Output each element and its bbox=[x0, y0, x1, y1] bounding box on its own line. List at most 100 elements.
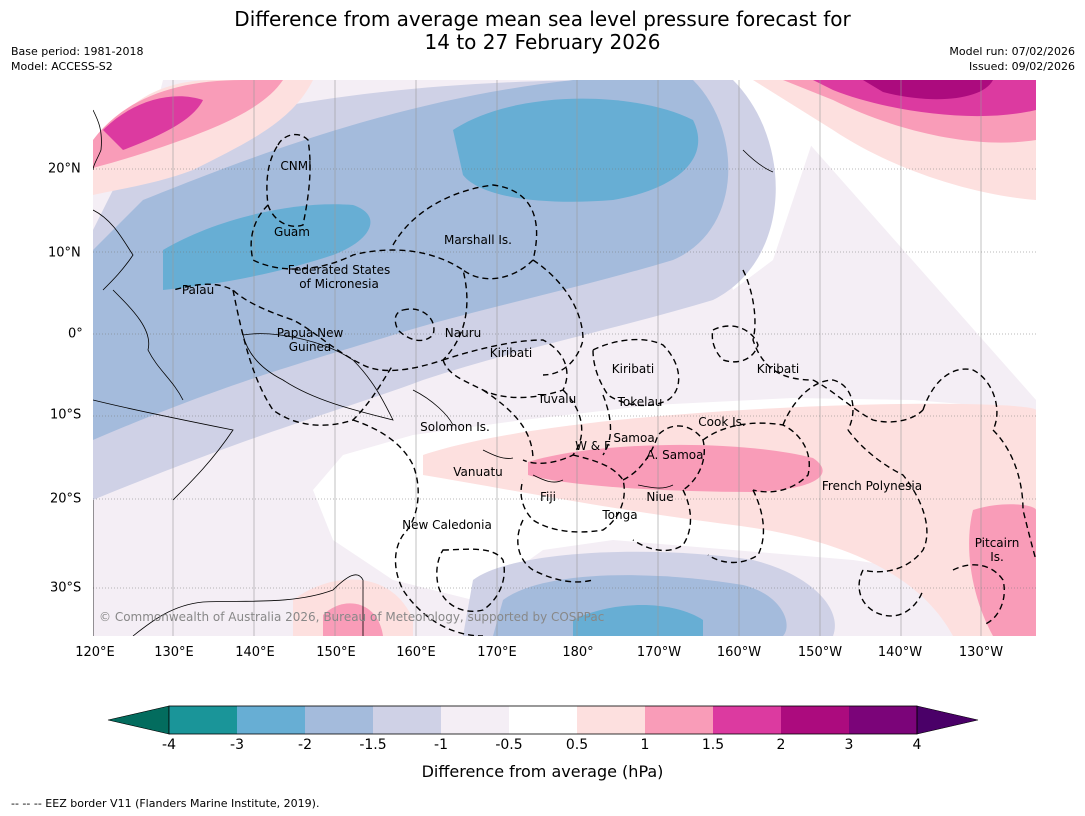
label-png-line-1: Papua New bbox=[276, 326, 344, 340]
lon-label-150w: 150°W bbox=[797, 645, 843, 660]
colorbar-tick: 0.5 bbox=[565, 737, 589, 753]
coastlines bbox=[93, 109, 774, 636]
issued-text: Issued: 09/02/2026 bbox=[968, 60, 1075, 73]
colorbar-tick: 1 bbox=[640, 737, 650, 753]
label-french-polynesia: French Polynesia bbox=[821, 479, 923, 493]
colorbar-tick: 4 bbox=[912, 737, 922, 753]
label-wallis-futuna: W & F bbox=[575, 439, 611, 453]
graticule-lat bbox=[93, 168, 1036, 589]
pressure-anomaly-map[interactable]: CNMI Guam Marshall Is. Federated States … bbox=[93, 80, 1036, 636]
colorbar-tick: 3 bbox=[844, 737, 854, 753]
colorbar-tick: -4 bbox=[162, 737, 176, 753]
lat-label-20s: 20°S bbox=[50, 491, 82, 507]
map-canvas bbox=[93, 80, 1036, 636]
label-fiji: Fiji bbox=[539, 490, 557, 504]
label-pitcairn-line-1: Pitcairn bbox=[974, 536, 1020, 550]
label-cnmi: CNMI bbox=[280, 159, 312, 173]
lon-label-160e: 160°E bbox=[396, 645, 436, 660]
label-marshall-islands: Marshall Is. bbox=[444, 233, 512, 247]
colorbar-tick: -3 bbox=[230, 737, 244, 753]
copyright-notice: © Commonwealth of Australia 2026, Bureau… bbox=[99, 610, 605, 624]
title-line-1: Difference from average mean sea level p… bbox=[234, 7, 851, 31]
lat-label-10s: 10°S bbox=[50, 407, 82, 423]
model-run-text: Model run: 07/02/2026 bbox=[949, 45, 1075, 58]
colorbar-swatch bbox=[645, 706, 713, 734]
colorbar-tick: 2 bbox=[776, 737, 786, 753]
colorbar-tick: -2 bbox=[298, 737, 312, 753]
meta-right: Model run: 07/02/2026 Issued: 09/02/2026 bbox=[949, 44, 1075, 74]
eez-legend: -- -- -- EEZ border V11 (Flanders Marine… bbox=[11, 797, 320, 810]
label-micronesia-line-1: Federated States bbox=[287, 263, 391, 277]
label-tonga: Tonga bbox=[602, 508, 638, 522]
colorbar-swatch bbox=[849, 706, 917, 734]
lat-label-10n: 10°N bbox=[48, 245, 81, 261]
colorbar-swatch bbox=[509, 706, 577, 734]
colorbar-tick: 1.5 bbox=[701, 737, 725, 753]
lon-label-170e: 170°E bbox=[477, 645, 517, 660]
anomaly-zone-plus-1-5-nw bbox=[103, 96, 203, 150]
colorbar-swatch bbox=[169, 706, 237, 734]
colorbar-tick: -0.5 bbox=[495, 737, 523, 753]
map-title: Difference from average mean sea level p… bbox=[0, 8, 1085, 54]
anomaly-zone-plus-1-sw bbox=[323, 603, 383, 636]
label-vanuatu: Vanuatu bbox=[453, 465, 503, 479]
label-samoa: Samoa bbox=[613, 431, 655, 445]
lon-label-180: 180° bbox=[562, 645, 594, 660]
anomaly-zone-minus-2 bbox=[453, 98, 699, 202]
colorbar-swatch bbox=[577, 706, 645, 734]
colorbar-tick: -1 bbox=[434, 737, 448, 753]
colorbar-tick: -1.5 bbox=[359, 737, 387, 753]
lon-label-130w: 130°W bbox=[958, 645, 1004, 660]
colorbar-over-arrow bbox=[916, 705, 979, 735]
label-palau: Palau bbox=[181, 283, 215, 297]
lon-label-120e: 120°E bbox=[75, 645, 115, 660]
lon-label-140w: 140°W bbox=[877, 645, 923, 660]
colorbar-swatch bbox=[781, 706, 849, 734]
label-tuvalu: Tuvalu bbox=[537, 392, 577, 406]
graticule bbox=[172, 80, 982, 636]
anomaly-zone-minus-2-west bbox=[163, 204, 371, 290]
lon-label-150e: 150°E bbox=[316, 645, 356, 660]
label-png-line-2: Guinea bbox=[288, 340, 332, 354]
colorbar-swatch bbox=[713, 706, 781, 734]
label-kiribati-central: Kiribati bbox=[611, 362, 655, 376]
lat-label-30s: 30°S bbox=[50, 580, 82, 596]
label-papua-new-guinea: Papua New Guinea bbox=[277, 326, 344, 354]
colorbar-swatch bbox=[441, 706, 509, 734]
lat-label-20n: 20°N bbox=[48, 161, 81, 177]
label-kiribati-east: Kiribati bbox=[756, 362, 800, 376]
colorbar-swatch bbox=[373, 706, 441, 734]
eez-borders bbox=[172, 133, 1036, 636]
model-text: Model: ACCESS-S2 bbox=[11, 60, 113, 73]
anomaly-zone-plus-2-ne bbox=[863, 80, 993, 100]
colorbar-swatch bbox=[237, 706, 305, 734]
colorbar-swatch bbox=[305, 706, 373, 734]
colorbar bbox=[107, 705, 979, 735]
title-line-2: 14 to 27 February 2026 bbox=[424, 30, 661, 54]
lon-label-140e: 140°E bbox=[235, 645, 275, 660]
anomaly-zone-plus-1-nw bbox=[93, 80, 283, 168]
lat-label-0: 0° bbox=[68, 326, 83, 342]
label-cook-islands: Cook Is. bbox=[698, 415, 746, 429]
lon-label-170w: 170°W bbox=[636, 645, 682, 660]
label-new-caledonia: New Caledonia bbox=[402, 518, 492, 532]
label-kiribati-west: Kiribati bbox=[489, 346, 533, 360]
label-guam: Guam bbox=[274, 225, 310, 239]
label-tokelau: Tokelau bbox=[617, 395, 663, 409]
label-nauru: Nauru bbox=[444, 326, 482, 340]
label-niue: Niue bbox=[646, 490, 674, 504]
meta-left: Base period: 1981-2018 Model: ACCESS-S2 bbox=[11, 44, 143, 74]
label-pitcairn-islands: Pitcairn Is. bbox=[975, 536, 1020, 564]
label-american-samoa: A. Samoa bbox=[646, 448, 704, 462]
colorbar-title: Difference from average (hPa) bbox=[421, 762, 664, 781]
label-pitcairn-line-2: Is. bbox=[990, 550, 1004, 564]
lon-label-130e: 130°E bbox=[154, 645, 194, 660]
label-micronesia-line-2: of Micronesia bbox=[299, 277, 379, 291]
base-period-text: Base period: 1981-2018 bbox=[11, 45, 144, 58]
colorbar-frame bbox=[168, 705, 918, 735]
anomaly-zone-plus-1-se bbox=[969, 504, 1036, 636]
lon-label-160w: 160°W bbox=[716, 645, 762, 660]
anomaly-zone-plus-1 bbox=[528, 444, 823, 492]
anomaly-zone-minus-2-south bbox=[573, 605, 703, 636]
label-solomon-islands: Solomon Is. bbox=[420, 420, 490, 434]
